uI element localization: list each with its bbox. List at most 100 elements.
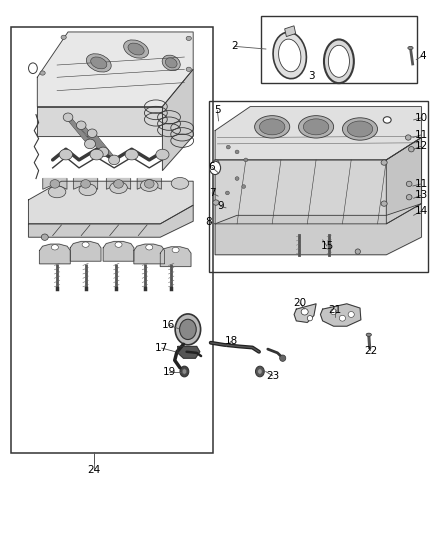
Ellipse shape — [278, 39, 300, 72]
Polygon shape — [162, 69, 193, 171]
Text: 9: 9 — [216, 201, 223, 211]
Text: 11: 11 — [414, 130, 427, 140]
Ellipse shape — [186, 67, 191, 71]
Ellipse shape — [382, 117, 390, 123]
Ellipse shape — [48, 186, 66, 198]
Ellipse shape — [172, 247, 179, 253]
Ellipse shape — [179, 319, 196, 340]
Text: 23: 23 — [265, 371, 279, 381]
Ellipse shape — [259, 119, 284, 135]
Ellipse shape — [241, 185, 245, 189]
Polygon shape — [177, 346, 199, 358]
Ellipse shape — [354, 249, 360, 254]
Ellipse shape — [87, 129, 97, 138]
Ellipse shape — [298, 116, 333, 138]
Ellipse shape — [406, 181, 411, 187]
Ellipse shape — [90, 149, 103, 160]
Ellipse shape — [406, 195, 411, 200]
Polygon shape — [103, 241, 134, 261]
Text: 11: 11 — [414, 179, 427, 189]
Ellipse shape — [109, 155, 119, 165]
Ellipse shape — [365, 333, 371, 336]
Ellipse shape — [254, 116, 289, 138]
Polygon shape — [320, 304, 360, 326]
Ellipse shape — [279, 355, 285, 361]
Ellipse shape — [115, 242, 122, 247]
Ellipse shape — [175, 314, 200, 345]
Ellipse shape — [82, 242, 89, 247]
Ellipse shape — [407, 147, 413, 152]
Polygon shape — [39, 244, 70, 264]
Ellipse shape — [209, 161, 220, 175]
Ellipse shape — [405, 135, 410, 140]
Ellipse shape — [212, 200, 219, 205]
Ellipse shape — [59, 149, 72, 160]
Text: 12: 12 — [414, 141, 427, 151]
Ellipse shape — [339, 315, 345, 321]
Ellipse shape — [84, 139, 95, 149]
Ellipse shape — [272, 32, 306, 79]
Ellipse shape — [244, 158, 247, 162]
Ellipse shape — [162, 55, 180, 71]
Ellipse shape — [212, 160, 219, 165]
Ellipse shape — [182, 369, 186, 374]
Ellipse shape — [110, 182, 127, 193]
Ellipse shape — [255, 366, 264, 377]
Polygon shape — [28, 205, 193, 237]
Polygon shape — [215, 107, 420, 160]
Text: 10: 10 — [414, 113, 427, 123]
Polygon shape — [385, 138, 420, 224]
Ellipse shape — [28, 63, 37, 74]
Text: 13: 13 — [414, 190, 427, 200]
Ellipse shape — [86, 54, 111, 72]
Bar — [261, 16, 416, 83]
Ellipse shape — [40, 71, 45, 75]
Ellipse shape — [91, 57, 106, 69]
Text: 5: 5 — [213, 106, 220, 115]
Text: 20: 20 — [293, 298, 306, 308]
Text: 18: 18 — [224, 336, 237, 346]
Polygon shape — [215, 204, 420, 255]
Ellipse shape — [380, 201, 386, 206]
Ellipse shape — [63, 113, 73, 122]
Ellipse shape — [303, 119, 328, 135]
Ellipse shape — [328, 45, 349, 77]
Ellipse shape — [346, 121, 372, 137]
Ellipse shape — [380, 160, 386, 165]
Polygon shape — [74, 179, 98, 189]
Polygon shape — [137, 179, 161, 189]
Polygon shape — [28, 181, 193, 224]
Polygon shape — [134, 244, 164, 264]
Ellipse shape — [323, 39, 353, 83]
Polygon shape — [293, 304, 315, 322]
Bar — [284, 26, 295, 37]
Text: 14: 14 — [414, 206, 427, 216]
Ellipse shape — [81, 180, 90, 188]
Text: 16: 16 — [162, 320, 175, 330]
Text: 6: 6 — [208, 163, 215, 172]
Polygon shape — [37, 32, 193, 107]
Ellipse shape — [235, 150, 239, 154]
Ellipse shape — [97, 147, 108, 157]
Ellipse shape — [79, 184, 96, 196]
Text: 24: 24 — [87, 465, 100, 475]
Text: 4: 4 — [418, 51, 425, 61]
Ellipse shape — [342, 118, 377, 140]
Ellipse shape — [171, 177, 188, 189]
Ellipse shape — [186, 36, 191, 41]
Text: 15: 15 — [320, 241, 333, 251]
Ellipse shape — [51, 245, 58, 250]
Ellipse shape — [155, 149, 169, 160]
Ellipse shape — [330, 309, 336, 314]
Ellipse shape — [165, 58, 177, 68]
Ellipse shape — [226, 145, 230, 149]
Ellipse shape — [125, 149, 138, 160]
Polygon shape — [43, 179, 67, 189]
Bar — [11, 27, 212, 453]
Bar — [208, 101, 427, 272]
Text: 3: 3 — [307, 71, 314, 80]
Polygon shape — [70, 241, 101, 261]
Ellipse shape — [50, 180, 60, 188]
Text: 8: 8 — [205, 217, 212, 227]
Ellipse shape — [257, 369, 261, 374]
